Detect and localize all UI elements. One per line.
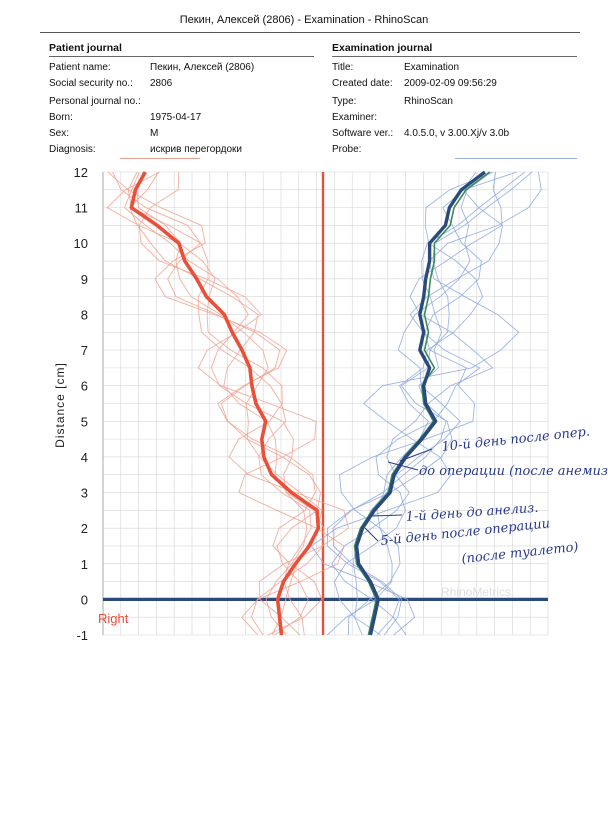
watermark: RhinoMetrics xyxy=(441,585,511,599)
y-tick-label: -1 xyxy=(76,628,88,643)
y-tick-label: 5 xyxy=(81,414,88,429)
chart-grid xyxy=(102,171,549,636)
field-created-date: Created date: 2009-02-09 09:56:29 xyxy=(332,76,582,92)
field-title: Title: Examination xyxy=(332,60,582,76)
field-software-version: Software ver.: 4.0.5.0, v 3.00.Xj/v 3.0b xyxy=(332,126,582,142)
y-tick-label: 8 xyxy=(81,307,88,322)
side-label-right: Right xyxy=(98,611,129,626)
patient-heading-rule xyxy=(49,56,314,57)
left-faint-trace xyxy=(310,171,542,636)
left-faint-trace xyxy=(331,171,503,636)
right-main-series xyxy=(129,171,321,636)
right-faint-trace xyxy=(112,171,321,636)
field-value: 2009-02-09 09:56:29 xyxy=(404,78,497,89)
right-faint-trace xyxy=(129,171,325,636)
field-label: Created date: xyxy=(332,78,393,89)
field-social-security: Social security no.: 2806 xyxy=(49,76,319,92)
y-tick-label: 1 xyxy=(81,557,88,572)
page-title: Пекин, Алексей (2806) - Examination - Rh… xyxy=(179,14,429,26)
y-tick-label: 4 xyxy=(81,450,88,465)
right-faint-trace xyxy=(127,171,312,636)
field-probe: Probe: xyxy=(332,142,582,158)
left-faint-traces xyxy=(310,171,542,636)
y-tick-label: 3 xyxy=(81,486,88,501)
annotation-text: 10-й день после опер. xyxy=(441,424,591,455)
annotation-arrow xyxy=(364,527,379,542)
annotation-arrow xyxy=(399,448,433,462)
field-value: искрив перегордоки xyxy=(150,144,242,155)
field-examiner: Examiner: xyxy=(332,110,582,126)
y-tick-label: 0 xyxy=(81,592,88,607)
field-value: Пекин, Алексей (2806) xyxy=(150,62,255,73)
field-label: Personal journal no.: xyxy=(49,96,141,107)
exam-heading-rule xyxy=(332,56,577,57)
field-value: 2806 xyxy=(150,78,173,89)
left-faint-trace xyxy=(326,171,533,636)
field-label: Software ver.: xyxy=(332,128,394,139)
left-faint-trace xyxy=(334,171,504,636)
field-label: Born: xyxy=(49,112,73,123)
y-axis-label: Distance [cm] xyxy=(53,362,67,448)
annotation-text: (после туалето) xyxy=(461,540,579,567)
probe-underline xyxy=(455,158,577,159)
y-tick-label: 9 xyxy=(81,272,88,287)
field-label: Probe: xyxy=(332,144,362,155)
field-label: Patient name: xyxy=(49,62,111,73)
field-label: Social security no.: xyxy=(49,78,133,89)
examination-journal-heading: Examination journal xyxy=(332,42,433,54)
field-label: Diagnosis: xyxy=(49,144,96,155)
field-value: Examination xyxy=(404,62,460,73)
left-green-trace xyxy=(353,171,491,636)
handwritten-annotations: 10-й день после опер. до операции (после … xyxy=(364,424,608,567)
left-faint-trace xyxy=(352,171,492,636)
y-tick-label: 2 xyxy=(81,521,88,536)
field-born: Born: 1975-04-17 xyxy=(49,110,319,126)
field-personal-journal: Personal journal no.: xyxy=(49,94,319,110)
patient-journal-heading: Patient journal xyxy=(49,42,122,54)
field-label: Sex: xyxy=(49,128,70,139)
left-main-series xyxy=(354,170,486,636)
field-value: 4.0.5.0, v 3.00.Xj/v 3.0b xyxy=(404,128,510,139)
field-sex: Sex: M xyxy=(49,126,319,142)
left-faint-trace xyxy=(332,171,526,636)
main-series xyxy=(129,170,491,636)
y-tick-label: 7 xyxy=(81,343,88,358)
field-value: M xyxy=(150,128,159,139)
y-tick-label: 10 xyxy=(74,236,88,251)
right-faint-trace xyxy=(136,171,323,636)
left-faint-trace xyxy=(326,171,494,636)
annotation-text: 1-й день до анелиз. xyxy=(405,501,539,525)
right-faint-traces xyxy=(106,171,350,636)
field-label: Type: xyxy=(332,96,357,107)
annotation-text: 5-й день после операции xyxy=(380,516,551,549)
examination-journal: Examination journal Title: Examination Cr… xyxy=(332,40,582,158)
diagnosis-underline xyxy=(120,158,200,159)
top-divider xyxy=(40,32,580,33)
left-faint-trace xyxy=(339,171,518,636)
field-type: Type: RhinoScan xyxy=(332,94,582,110)
right-faint-trace xyxy=(138,171,345,636)
field-patient-name: Patient name: Пекин, Алексей (2806) xyxy=(49,60,319,76)
field-value: RhinoScan xyxy=(404,96,453,107)
patient-journal: Patient journal Patient name: Пекин, Алек… xyxy=(49,40,319,158)
field-label: Examiner: xyxy=(332,112,378,123)
right-faint-trace xyxy=(123,171,308,636)
annotation-arrow xyxy=(371,514,403,517)
right-faint-trace xyxy=(107,171,323,636)
field-label: Title: xyxy=(332,62,354,73)
annotation-text: до операции (после анемиз. xyxy=(419,464,608,479)
y-tick-label: 11 xyxy=(75,201,89,216)
y-tick-label: 12 xyxy=(74,165,88,180)
annotation-arrow xyxy=(387,461,419,471)
y-tick-label: 6 xyxy=(81,379,88,394)
field-diagnosis: Diagnosis: искрив перегордоки xyxy=(49,142,319,158)
right-faint-trace xyxy=(106,171,350,636)
field-value: 1975-04-17 xyxy=(150,112,202,123)
